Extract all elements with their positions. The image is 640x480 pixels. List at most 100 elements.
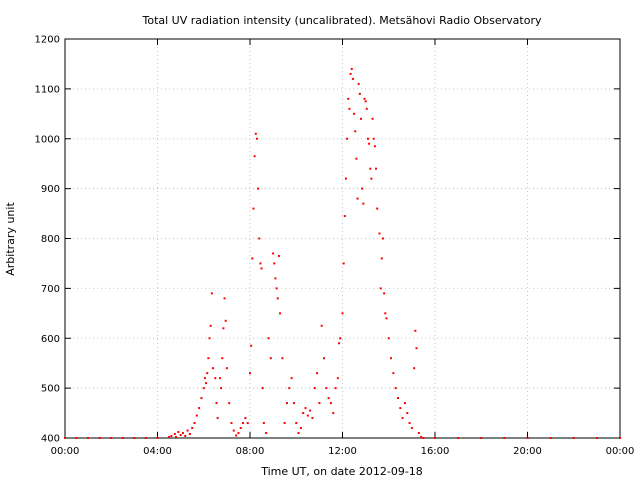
data-points xyxy=(64,67,621,439)
data-point xyxy=(203,377,206,380)
data-point xyxy=(358,92,361,95)
data-point xyxy=(318,402,321,405)
data-point xyxy=(343,215,346,218)
data-point xyxy=(399,407,402,410)
data-point xyxy=(339,337,342,340)
data-point xyxy=(346,137,349,140)
data-point xyxy=(175,436,177,439)
chart-title: Total UV radiation intensity (uncalibrat… xyxy=(142,14,542,27)
data-point xyxy=(265,432,268,435)
x-tick-label: 00:00 xyxy=(606,446,635,457)
data-point xyxy=(212,367,214,370)
data-point xyxy=(207,357,210,360)
data-point xyxy=(372,137,375,140)
x-tick-label: 12:00 xyxy=(328,446,357,457)
data-point xyxy=(288,387,291,390)
data-point xyxy=(392,372,395,375)
data-point xyxy=(283,422,286,425)
data-point xyxy=(457,437,460,439)
data-point xyxy=(246,422,249,425)
data-point xyxy=(549,437,552,439)
data-point xyxy=(259,262,262,265)
data-point xyxy=(370,177,373,180)
data-point xyxy=(332,412,335,415)
data-point xyxy=(403,402,406,405)
data-point xyxy=(188,433,191,436)
data-point xyxy=(191,427,194,430)
y-tick-label: 400 xyxy=(41,434,60,445)
data-point xyxy=(195,414,198,417)
data-point xyxy=(210,292,213,295)
data-point xyxy=(221,357,224,360)
data-point xyxy=(209,324,212,327)
data-point xyxy=(302,412,305,415)
data-point xyxy=(177,431,180,434)
data-point xyxy=(272,252,275,255)
data-point xyxy=(503,437,506,439)
data-point xyxy=(360,117,362,120)
x-tick-label: 00:00 xyxy=(51,446,80,457)
y-tick-label: 700 xyxy=(41,284,60,295)
data-point xyxy=(354,130,357,133)
data-point xyxy=(304,407,307,410)
data-point xyxy=(273,262,276,265)
data-point xyxy=(255,137,258,140)
data-point xyxy=(224,319,227,322)
y-tick-label: 500 xyxy=(41,384,60,395)
data-point xyxy=(329,402,332,405)
data-point xyxy=(422,437,425,439)
data-point xyxy=(225,367,228,370)
data-point xyxy=(228,402,231,405)
data-point xyxy=(384,312,387,315)
data-point xyxy=(206,372,209,375)
data-point xyxy=(220,387,223,390)
data-point xyxy=(181,432,184,435)
data-point xyxy=(276,297,279,300)
data-point xyxy=(260,267,263,270)
data-point xyxy=(230,422,233,425)
data-point xyxy=(311,417,314,420)
data-point xyxy=(242,422,245,425)
data-point xyxy=(98,437,101,439)
data-point xyxy=(208,337,211,340)
data-point xyxy=(262,422,265,425)
data-point xyxy=(480,437,483,439)
data-point xyxy=(363,97,366,100)
grid-lines xyxy=(65,39,620,438)
data-point xyxy=(261,387,264,390)
data-point xyxy=(64,437,66,439)
data-point xyxy=(75,437,78,439)
x-axis-label: Time UT, on date 2012-09-18 xyxy=(260,465,423,478)
data-point xyxy=(349,72,352,75)
y-tick-label: 900 xyxy=(41,184,60,195)
data-point xyxy=(156,437,159,439)
data-point xyxy=(309,409,312,412)
data-point xyxy=(133,437,136,439)
data-point xyxy=(381,237,384,240)
data-point xyxy=(223,297,226,300)
data-point xyxy=(235,434,238,437)
data-point xyxy=(361,187,364,190)
data-point xyxy=(414,329,417,332)
data-point xyxy=(222,327,225,330)
plot-frame xyxy=(64,38,621,439)
x-tick-label: 08:00 xyxy=(236,446,265,457)
data-point xyxy=(184,435,187,438)
data-point xyxy=(595,437,598,439)
data-point xyxy=(368,142,371,145)
data-point xyxy=(348,107,351,110)
data-point xyxy=(387,337,390,340)
data-point xyxy=(267,337,270,340)
data-point xyxy=(327,397,330,400)
data-point xyxy=(202,387,205,390)
data-point xyxy=(232,429,235,432)
data-point xyxy=(338,342,341,345)
data-point xyxy=(390,357,393,360)
x-tick-label: 04:00 xyxy=(143,446,172,457)
data-point xyxy=(205,382,208,385)
x-tick-label: 16:00 xyxy=(421,446,450,457)
data-point xyxy=(341,312,344,315)
data-point xyxy=(417,432,420,435)
y-tick-label: 800 xyxy=(41,234,60,245)
